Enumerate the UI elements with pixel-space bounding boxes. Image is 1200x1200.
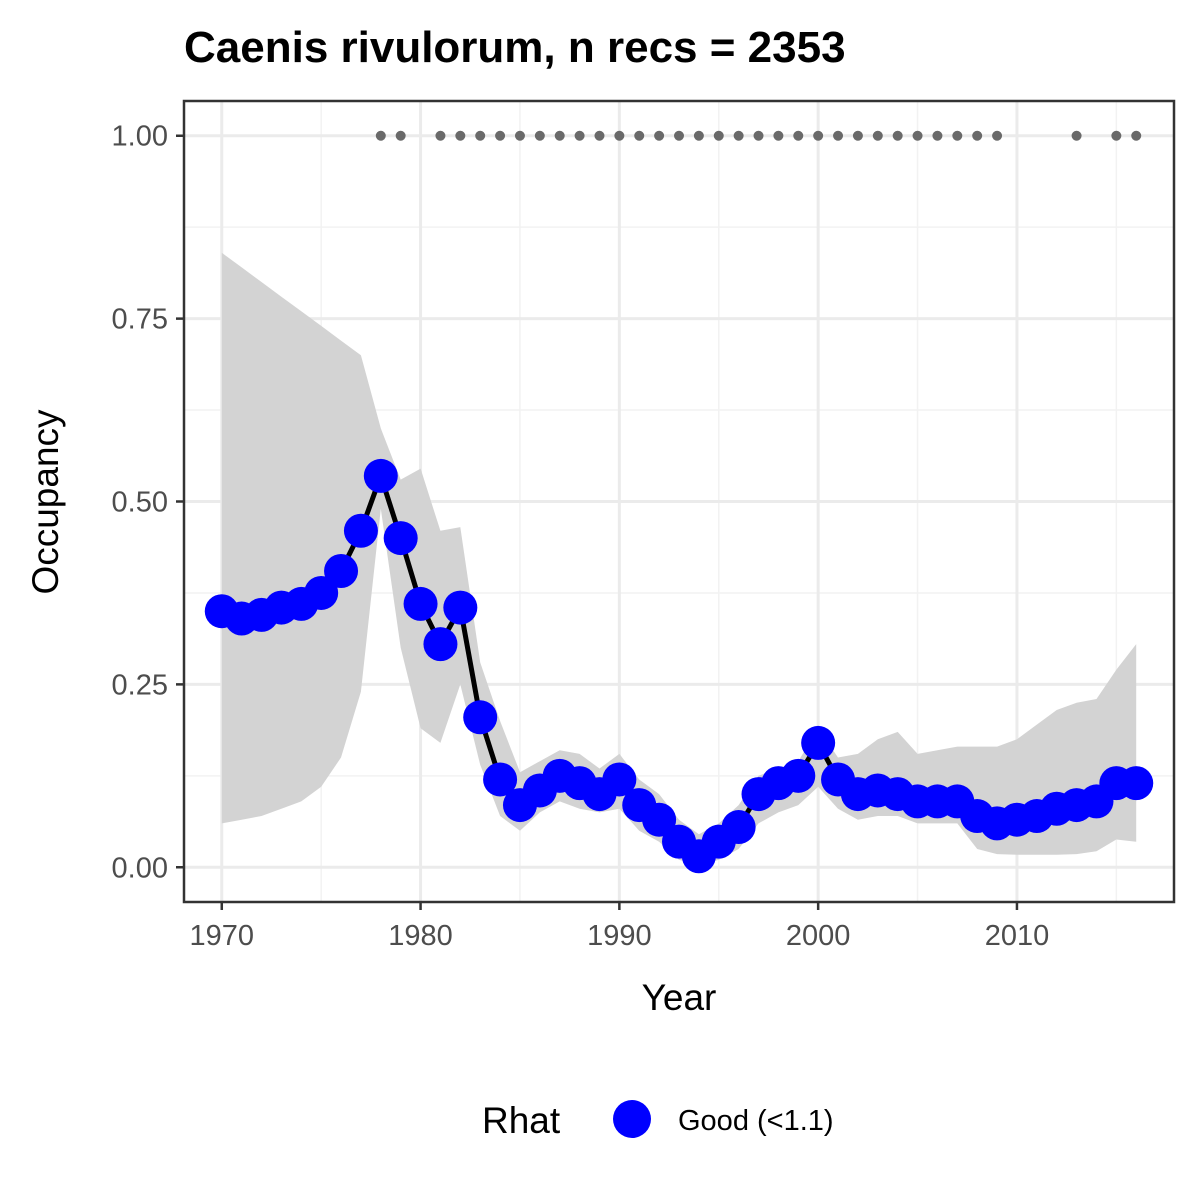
record-marker — [455, 130, 466, 141]
data-point — [383, 521, 418, 556]
data-point — [343, 513, 378, 548]
record-marker — [475, 130, 486, 141]
record-marker — [852, 130, 863, 141]
occupancy-points — [204, 458, 1154, 874]
data-point — [721, 810, 756, 845]
y-tick-label: 0.00 — [112, 852, 168, 884]
record-marker — [753, 130, 764, 141]
record-marker — [713, 130, 724, 141]
record-marker — [534, 130, 545, 141]
confidence-band-area — [221, 252, 1137, 866]
record-marker — [892, 130, 903, 141]
data-point — [443, 590, 478, 625]
record-marker — [773, 130, 784, 141]
record-marker — [693, 130, 704, 141]
record-marker — [1131, 130, 1142, 141]
data-point — [324, 553, 359, 588]
legend-title: Rhat — [482, 1100, 561, 1141]
y-tick-label: 0.25 — [112, 669, 168, 701]
record-marker — [1071, 130, 1082, 141]
y-tick-label: 1.00 — [112, 121, 168, 153]
data-point — [403, 586, 438, 621]
record-marker — [574, 130, 585, 141]
data-point — [463, 700, 498, 735]
data-point — [1119, 766, 1154, 801]
record-marker — [1111, 130, 1122, 141]
data-point — [363, 458, 398, 493]
record-marker — [514, 130, 525, 141]
record-marker — [634, 130, 645, 141]
record-marker — [674, 130, 684, 141]
x-axis-title: Year — [642, 977, 717, 1018]
y-tick-label: 0.50 — [112, 487, 168, 519]
record-marker — [833, 130, 844, 141]
data-point — [304, 575, 339, 610]
record-marker — [654, 130, 665, 141]
x-axis-ticks: 1970 1980 1990 2000 2010 — [190, 902, 1050, 952]
legend: Rhat Good (<1.1) — [482, 1100, 834, 1141]
x-tick-label: 1970 — [190, 920, 255, 952]
x-tick-label: 1990 — [587, 920, 652, 952]
x-tick-label: 2010 — [985, 920, 1050, 952]
record-marker — [375, 130, 386, 141]
record-marker — [872, 130, 883, 141]
record-marker — [495, 130, 506, 141]
record-marker — [813, 130, 824, 141]
data-point — [801, 725, 836, 760]
record-marker — [932, 130, 943, 141]
y-axis-ticks: 0.00 0.25 0.50 0.75 1.00 — [112, 121, 184, 884]
data-point — [602, 762, 637, 797]
record-marker — [912, 130, 923, 141]
chart-title: Caenis rivulorum, n recs = 2353 — [184, 23, 846, 72]
data-point — [423, 627, 458, 662]
record-marker — [992, 130, 1003, 141]
record-marker — [395, 130, 406, 141]
data-point — [781, 758, 816, 793]
y-tick-label: 0.75 — [112, 304, 168, 336]
record-marker — [594, 130, 605, 141]
legend-key-good — [613, 1100, 651, 1138]
x-tick-label: 2000 — [786, 920, 851, 952]
record-marker — [435, 130, 446, 141]
record-marker — [972, 130, 983, 141]
record-marker — [554, 130, 565, 141]
x-tick-label: 1980 — [388, 920, 453, 952]
y-axis-title: Occupancy — [25, 409, 66, 595]
record-marker — [733, 130, 744, 141]
legend-label-good: Good (<1.1) — [678, 1105, 834, 1137]
data-point — [483, 762, 518, 797]
data-point — [642, 802, 677, 837]
record-marker — [793, 130, 804, 141]
record-marker — [952, 130, 963, 141]
confidence-band — [221, 252, 1137, 866]
record-marker — [614, 130, 625, 141]
record-year-markers — [375, 130, 1142, 141]
